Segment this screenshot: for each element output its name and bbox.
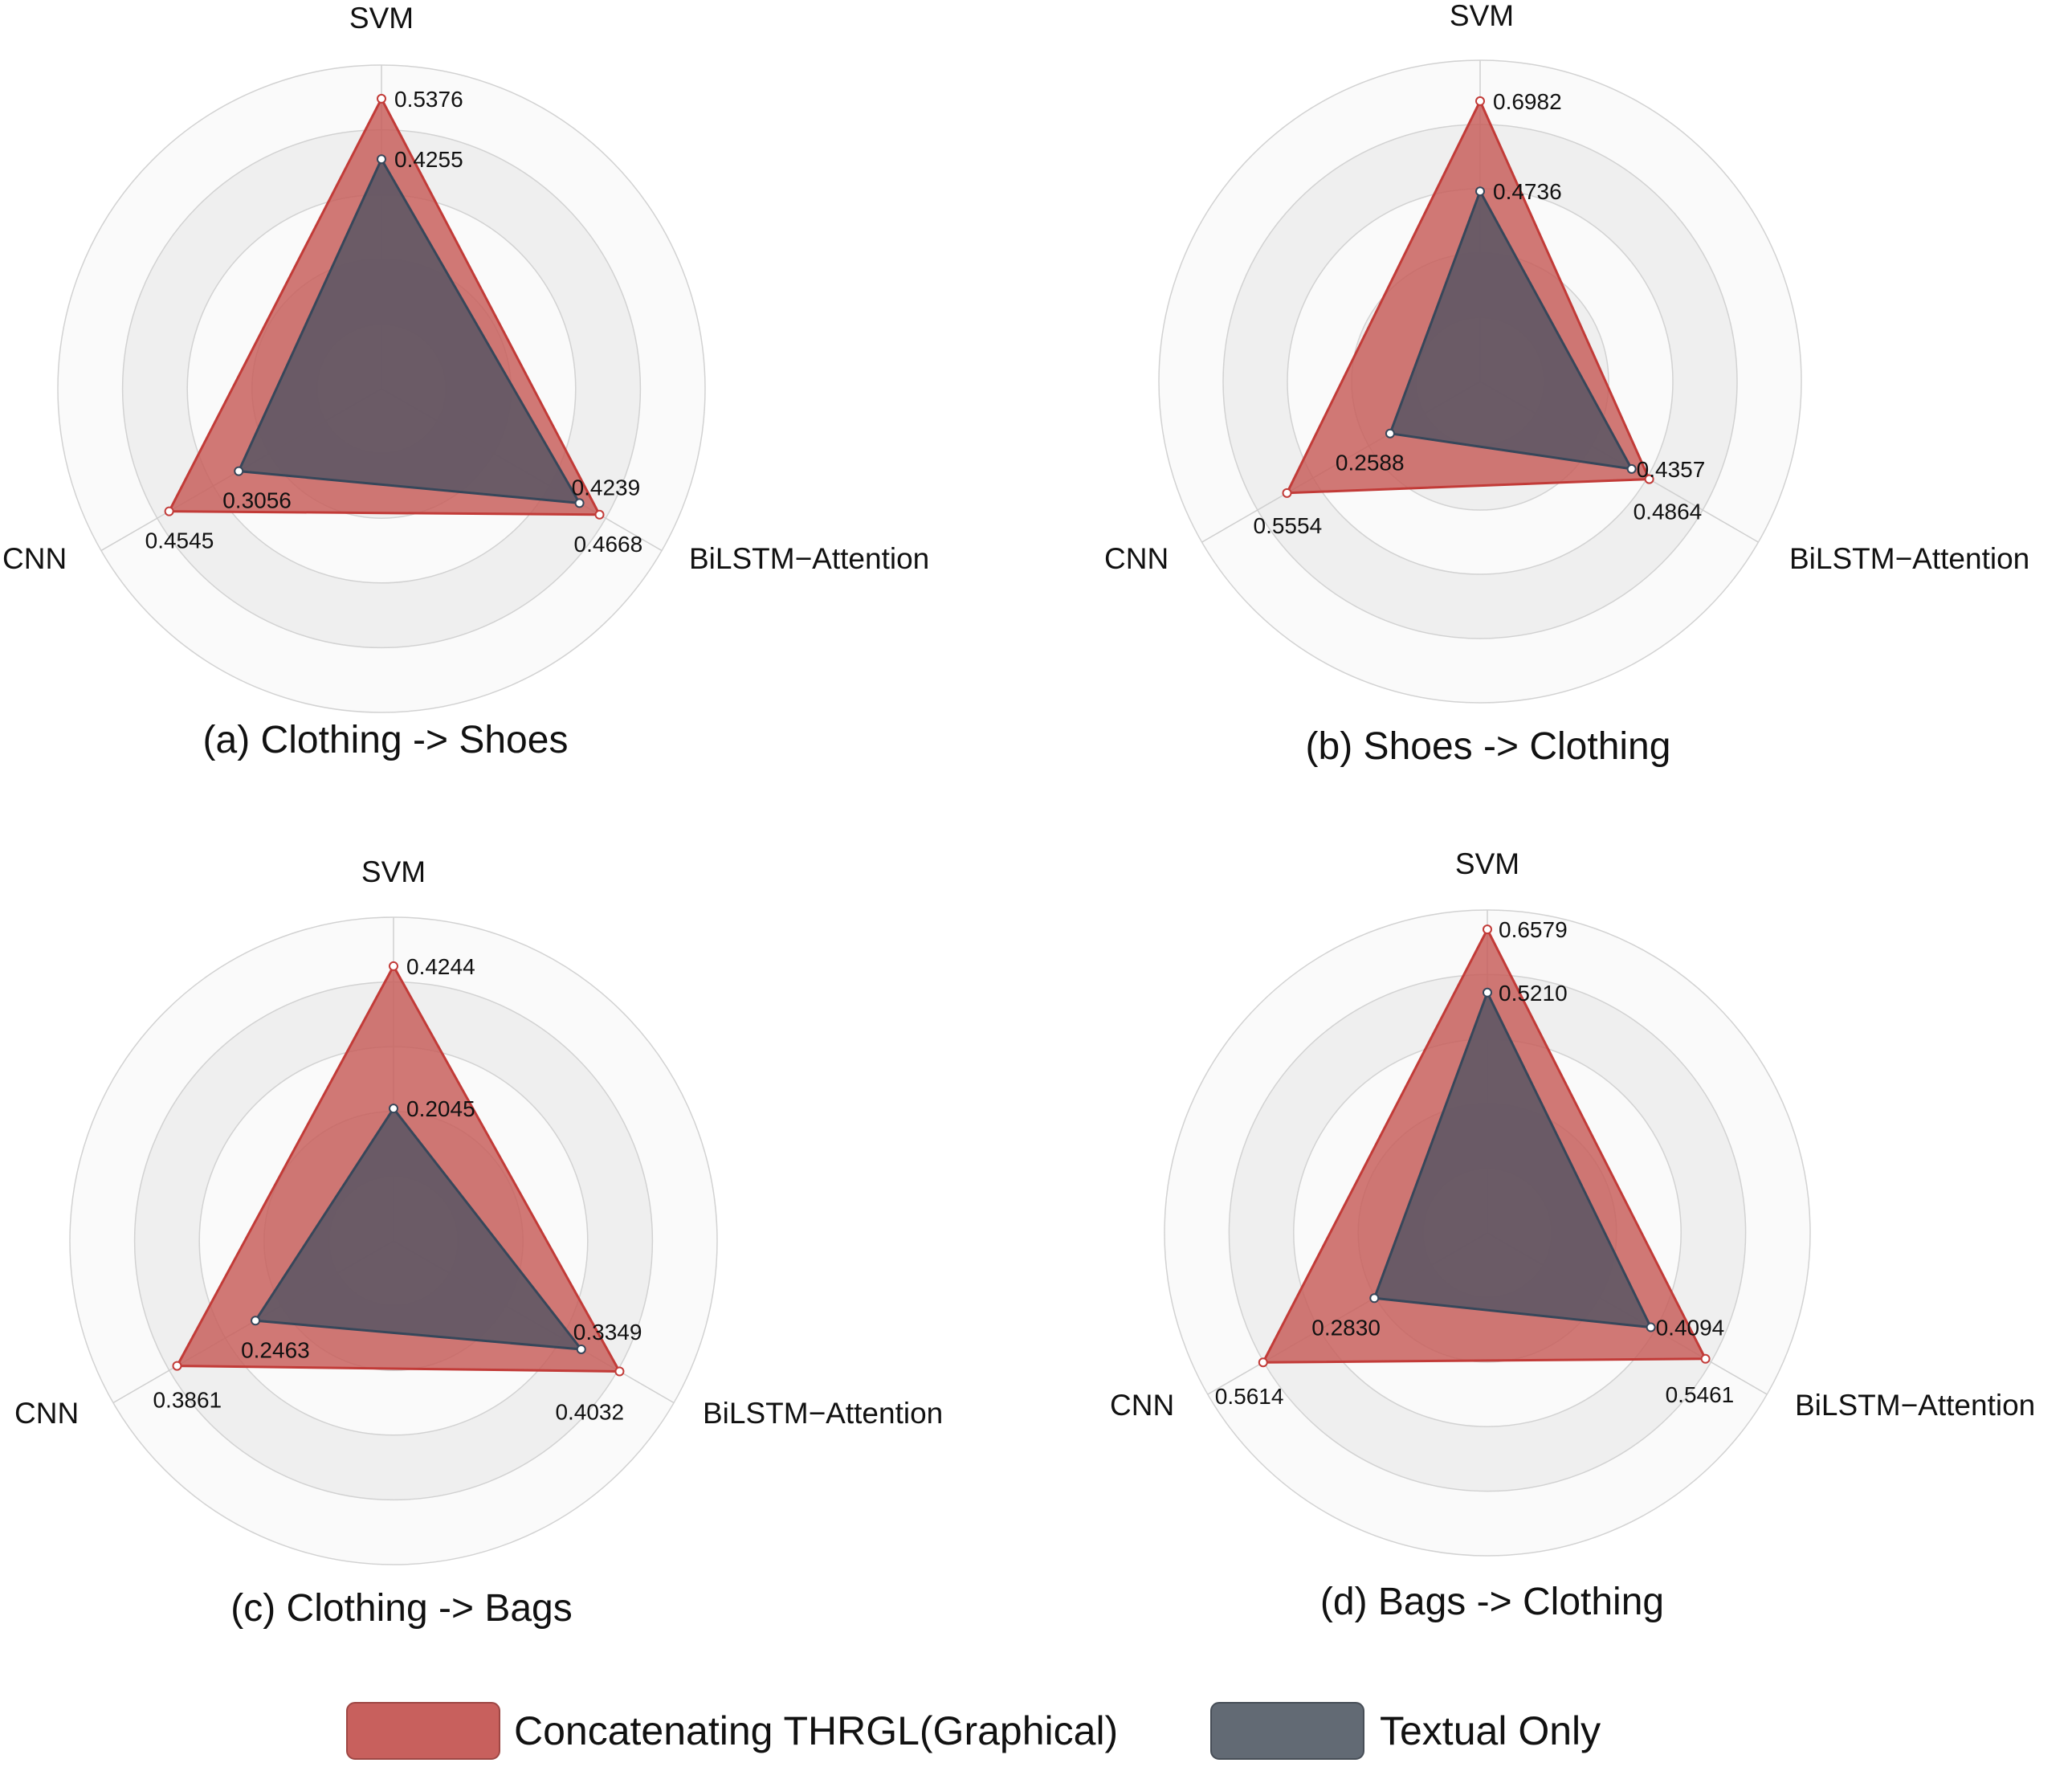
series-textual-value-label-2: 0.3056 [222,488,292,513]
legend-swatch-textual [1210,1702,1364,1760]
series-graphical-value-label-2: 0.5554 [1254,513,1323,538]
series-graphical-value-label-1: 0.4864 [1634,500,1703,524]
series-textual-point-0 [1475,186,1485,197]
series-graphical-point-0 [1483,924,1492,935]
series-graphical-point-1 [1644,474,1654,484]
series-graphical-value-label-2: 0.4545 [145,528,214,553]
series-textual-point-2 [1385,428,1395,439]
series-graphical-point-0 [377,93,386,104]
chart-title: (b) Shoes -> Clothing [1306,725,1671,768]
axis-label-0: SVM [349,2,414,35]
series-textual-point-1 [1626,463,1637,474]
series-textual-value-label-2: 0.2588 [1336,451,1405,475]
axis-label-2: CNN [1104,542,1169,575]
series-textual-value-label-2: 0.2463 [241,1337,310,1362]
radar-chart-3: 0.6579 0.5461 0.5614 0.5210 0.4094 0.2830 SVM B… [1110,847,2035,1623]
series-graphical-value-label-2: 0.5614 [1215,1384,1284,1409]
axis-label-2: CNN [14,1397,79,1430]
series-graphical-value-label-0: 0.6982 [1493,89,1562,114]
series-textual-value-label-0: 0.2045 [406,1096,475,1121]
legend-label-graphical: Concatenating THRGL(Graphical) [514,1708,1118,1753]
series-graphical-point-2 [1282,488,1292,498]
series-textual-value-label-1: 0.4239 [572,475,641,500]
axis-label-1: BiLSTM−Attention [1795,1389,2035,1422]
series-graphical-point-1 [1700,1353,1711,1364]
series-textual-point-0 [389,1104,398,1114]
series-graphical-value-label-0: 0.6579 [1499,917,1568,942]
series-graphical-point-2 [172,1361,182,1371]
axis-label-2: CNN [2,542,67,575]
series-textual-point-1 [1646,1322,1656,1332]
chart-title: (d) Bags -> Clothing [1320,1581,1664,1623]
series-graphical-value-label-1: 0.4032 [555,1399,624,1424]
series-graphical-point-0 [1475,96,1485,106]
series-graphical-point-2 [164,506,174,516]
series-textual-value-label-0: 0.4736 [1493,179,1562,204]
legend: Concatenating THRGL(Graphical) Textual O… [346,1702,1601,1760]
chart-title: (a) Clothing -> Shoes [203,719,569,761]
chart-title: (c) Clothing -> Bags [230,1587,573,1630]
series-textual-value-label-0: 0.5210 [1499,981,1568,1006]
series-graphical-point-1 [594,509,605,520]
series-textual-point-1 [574,498,585,508]
series-graphical-value-label-0: 0.5376 [394,87,463,112]
series-textual-value-label-1: 0.3349 [573,1320,642,1345]
series-graphical-value-label-0: 0.4244 [406,954,475,979]
series-graphical-value-label-1: 0.5461 [1666,1382,1735,1407]
series-textual-point-1 [576,1344,586,1354]
series-textual-value-label-1: 0.4357 [1637,457,1706,482]
legend-swatch-graphical [346,1702,500,1760]
axis-label-0: SVM [361,855,426,888]
series-textual-polygon [237,157,581,504]
axis-label-0: SVM [1450,0,1514,32]
series-textual-polygon [1372,991,1653,1329]
series-textual-point-0 [377,154,386,165]
series-graphical-value-label-2: 0.3861 [153,1388,222,1413]
series-textual-point-0 [1483,987,1492,998]
radar-charts: 0.5376 0.4668 0.4545 0.4255 0.4239 0.3056 SVM B… [2,0,2035,1630]
series-textual-polygon [1389,190,1634,471]
series-textual-point-2 [251,1316,261,1326]
series-textual-value-label-2: 0.2830 [1311,1315,1381,1340]
axis-label-1: BiLSTM−Attention [689,542,929,575]
radar-chart-0: 0.5376 0.4668 0.4545 0.4255 0.4239 0.3056 SVM B… [2,2,929,761]
series-textual-polygon [254,1107,583,1351]
series-textual-point-2 [1369,1293,1380,1304]
series-textual-point-2 [234,466,244,476]
series-textual-value-label-0: 0.4255 [394,147,463,172]
axis-label-1: BiLSTM−Attention [703,1397,943,1430]
series-graphical-value-label-1: 0.4668 [574,532,643,557]
axis-label-1: BiLSTM−Attention [1789,542,2029,575]
series-textual-value-label-1: 0.4094 [1656,1316,1725,1341]
radar-chart-2: 0.4244 0.4032 0.3861 0.2045 0.3349 0.2463 SVM B… [14,855,943,1630]
axis-label-0: SVM [1455,847,1519,880]
legend-label-textual: Textual Only [1380,1708,1601,1753]
series-graphical-point-0 [389,961,398,971]
axis-label-2: CNN [1110,1389,1174,1422]
series-graphical-point-1 [614,1366,625,1377]
radar-chart-1: 0.6982 0.4864 0.5554 0.4736 0.4357 0.2588 SVM B… [1104,0,2029,768]
series-graphical-point-2 [1258,1357,1268,1368]
